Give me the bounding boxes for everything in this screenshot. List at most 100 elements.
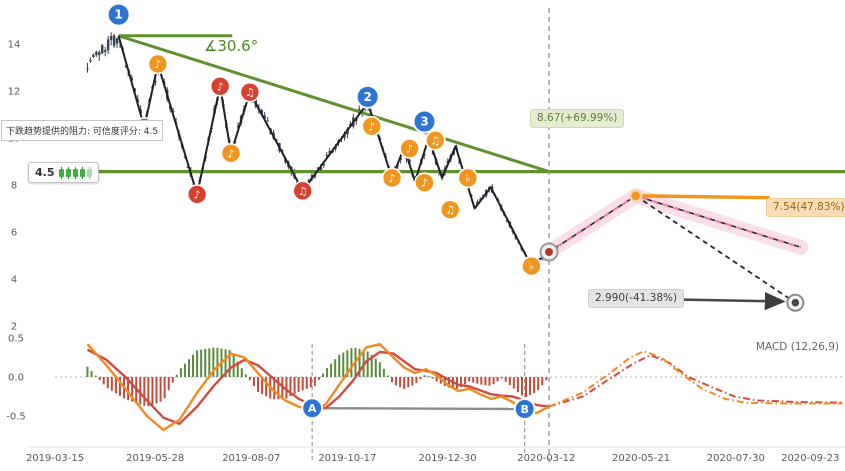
macd-axis-label: 0.5 bbox=[8, 334, 24, 345]
note-marker-red[interactable]: ♫ bbox=[239, 81, 261, 103]
note-marker-orange[interactable]: ♫ bbox=[425, 130, 446, 151]
candle-body bbox=[115, 38, 119, 44]
macd-histogram-bar bbox=[200, 349, 203, 377]
black-projection-overlay bbox=[548, 194, 802, 253]
macd-histogram-bar bbox=[395, 377, 398, 386]
macd-histogram-bar bbox=[317, 377, 320, 380]
wave-label-3[interactable]: 3 bbox=[412, 109, 437, 134]
macd-histogram-bar bbox=[131, 377, 134, 402]
macd-histogram-bar bbox=[265, 377, 268, 397]
note-marker-orange[interactable]: ♫ bbox=[439, 199, 461, 220]
macd-histogram-bar bbox=[330, 363, 333, 377]
candle-body bbox=[86, 68, 89, 70]
note-glyph: ♪ bbox=[406, 143, 413, 156]
rating-candle-icon bbox=[79, 166, 85, 179]
note-marker-orange[interactable]: ♪ bbox=[361, 115, 383, 137]
macd-histogram-bar bbox=[370, 355, 373, 377]
wave-label-2[interactable]: 2 bbox=[355, 84, 380, 109]
note-marker-orange[interactable]: ♭ bbox=[457, 167, 479, 189]
note-glyph: ♫ bbox=[445, 204, 455, 217]
candle-body bbox=[106, 39, 110, 51]
note-marker-red[interactable]: ♪ bbox=[209, 76, 231, 97]
macd-indicator-label: MACD (12,26,9) bbox=[755, 341, 839, 353]
candle-body bbox=[124, 66, 128, 68]
price-axis-label: 4 bbox=[11, 275, 17, 286]
divergence-point-B[interactable]: B bbox=[513, 397, 536, 420]
candle-body bbox=[275, 139, 278, 141]
note-marker-red[interactable]: ♫ bbox=[292, 180, 313, 202]
macd-histogram-bar bbox=[212, 347, 215, 377]
macd-histogram-bar bbox=[346, 350, 349, 377]
divergence-line[interactable] bbox=[312, 407, 525, 411]
note-marker-orange[interactable]: ♪ bbox=[381, 167, 403, 189]
trend-resistance-tooltip: 下跌趋势提供的阻力: 可信度评分: 4.5 bbox=[1, 120, 164, 141]
note-glyph: ♫ bbox=[430, 134, 440, 147]
confidence-rating-badge[interactable]: 4.5 bbox=[28, 162, 99, 183]
rating-candle-icon bbox=[86, 166, 92, 179]
mid-target-label[interactable]: 7.54(47.83%) bbox=[766, 198, 845, 217]
macd-histogram-bar bbox=[399, 377, 402, 388]
upper-target-label[interactable]: 8.67(+69.99%) bbox=[530, 109, 625, 128]
downtrend-line[interactable] bbox=[118, 34, 550, 174]
projection-node-dot[interactable] bbox=[628, 189, 643, 203]
macd-line bbox=[86, 343, 550, 432]
macd-histogram-bar bbox=[492, 377, 495, 385]
macd-histogram-bar bbox=[147, 377, 150, 407]
wave-label-1[interactable]: 1 bbox=[106, 2, 131, 27]
macd-histogram-bar bbox=[139, 377, 142, 405]
signal-projection bbox=[548, 354, 843, 408]
macd-histogram-bar bbox=[447, 377, 450, 388]
candle-body bbox=[316, 167, 320, 169]
macd-histogram-bar bbox=[480, 377, 483, 385]
divergence-point-A[interactable]: A bbox=[301, 397, 324, 420]
candle-body bbox=[505, 220, 509, 222]
macd-histogram-bar bbox=[196, 350, 199, 377]
rating-candle-icon bbox=[58, 166, 64, 179]
candle-body bbox=[154, 81, 157, 83]
rating-candle-icon bbox=[72, 166, 78, 179]
note-marker-orange[interactable]: ♪ bbox=[220, 142, 242, 164]
macd-histogram-bar bbox=[334, 359, 337, 377]
candle-body bbox=[325, 155, 328, 157]
note-marker-orange[interactable]: ♪ bbox=[414, 172, 435, 193]
macd-histogram-bar bbox=[504, 377, 507, 382]
orange-target-line[interactable] bbox=[633, 194, 771, 200]
macd-histogram-bar bbox=[281, 377, 284, 400]
macd-histogram-bar bbox=[407, 377, 410, 388]
macd-histogram-bar bbox=[533, 377, 536, 394]
macd-histogram-bar bbox=[338, 354, 341, 377]
macd-histogram-bar bbox=[248, 377, 251, 381]
note-marker-orange[interactable]: ♭ bbox=[521, 255, 542, 277]
price-axis-label: 14 bbox=[8, 40, 21, 51]
note-marker-orange[interactable]: ♪ bbox=[399, 138, 420, 159]
macd-histogram-bar bbox=[94, 375, 97, 377]
divergence-letter: A bbox=[308, 402, 317, 415]
lower-target-label[interactable]: 2.990(-41.38%) bbox=[588, 289, 685, 308]
note-marker-red[interactable]: ♪ bbox=[186, 184, 208, 205]
macd-axis-label: -0.5 bbox=[6, 412, 26, 423]
macd-histogram-bar bbox=[118, 377, 121, 396]
macd-histogram-bar bbox=[435, 377, 438, 382]
macd-histogram-bar bbox=[313, 377, 316, 386]
macd-histogram-bar bbox=[525, 377, 528, 398]
macd-histogram-bar bbox=[431, 377, 434, 379]
macd-histogram-bar bbox=[411, 377, 414, 386]
note-marker-orange[interactable]: ♪ bbox=[147, 53, 169, 75]
macd-histogram-bar bbox=[228, 350, 231, 377]
macd-histogram-bar bbox=[545, 377, 548, 381]
date-axis-label: 2019-10-17 bbox=[318, 453, 376, 464]
candle-body bbox=[112, 35, 116, 46]
macd-histogram-bar bbox=[285, 377, 288, 399]
macd-histogram-bar bbox=[464, 377, 467, 385]
macd-histogram-bar bbox=[240, 368, 243, 377]
note-glyph: ♪ bbox=[217, 80, 224, 93]
macd-histogram-bar bbox=[171, 377, 174, 383]
macd-histogram-bar bbox=[151, 377, 154, 405]
macd-histogram-bar bbox=[204, 348, 207, 377]
macd-histogram-bar bbox=[102, 377, 105, 385]
macd-histogram-bar bbox=[106, 377, 109, 389]
price-axis-label: 6 bbox=[11, 228, 17, 239]
macd-histogram-bar bbox=[382, 368, 385, 377]
note-glyph: ♫ bbox=[245, 86, 255, 99]
date-axis-label: 2020-07-30 bbox=[707, 453, 765, 464]
